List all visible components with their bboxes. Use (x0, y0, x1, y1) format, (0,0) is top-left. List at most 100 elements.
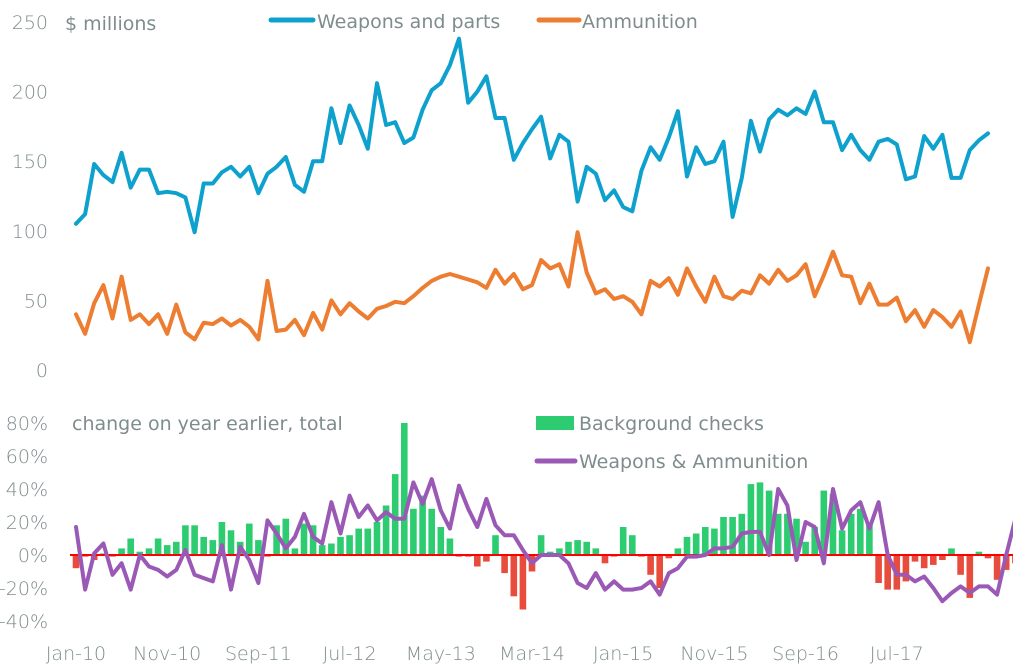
background-checks-bar (820, 490, 828, 555)
x-tick-label: Nov-15 (680, 643, 748, 665)
background-checks-bar (182, 525, 189, 555)
top-y-tick: 50 (24, 290, 48, 312)
background-checks-bar (419, 495, 426, 555)
background-checks-bar (683, 536, 691, 555)
bottom-y-tick: 80% (6, 413, 48, 435)
background-checks-bar (692, 533, 700, 555)
background-checks-bar (191, 525, 198, 555)
background-checks-bar (145, 548, 153, 555)
background-checks-bar (939, 555, 946, 560)
background-checks-bar (483, 555, 490, 562)
background-checks-bar (556, 548, 563, 555)
background-checks-bar (318, 545, 326, 555)
x-tick-label: Jan-10 (46, 643, 106, 665)
background-checks-bar (255, 540, 262, 555)
background-checks-bar (957, 555, 964, 575)
background-checks-bar (756, 482, 764, 555)
background-checks-bar (328, 543, 335, 555)
legend-ammunition-label: Ammunition (582, 11, 698, 33)
x-axis: Jan-10 Nov-10 Sep-11 Jul-12 May-13 Mar-14 Jan-… (46, 643, 924, 665)
bottom-y-tick: 0% (18, 545, 48, 567)
background-checks-bar (966, 555, 974, 598)
background-checks-bar (875, 555, 882, 583)
background-checks-bar (410, 508, 417, 555)
top-y-tick: 250 (12, 12, 48, 34)
background-checks-bar (163, 545, 171, 555)
background-checks-bar (948, 548, 955, 555)
background-checks-bar (355, 528, 362, 555)
x-tick-label: Sep-16 (772, 643, 839, 665)
background-checks-bar (583, 541, 590, 555)
background-checks-bar (474, 555, 481, 567)
background-checks-bar (984, 555, 992, 559)
bottom-legend: Background checks Weapons & Ammunition (534, 413, 808, 473)
background-checks-bar (993, 555, 1001, 580)
background-checks-bar (154, 538, 162, 555)
weapons-ammunition-change-line (74, 477, 1013, 604)
background-checks-bar (401, 423, 408, 555)
background-checks-bar (857, 508, 864, 555)
background-checks-bar (911, 555, 919, 562)
background-checks-bar (656, 555, 663, 588)
background-checks-bar (346, 535, 353, 555)
background-checks-bar (273, 525, 280, 555)
background-checks-bar (492, 535, 499, 555)
background-checks-bar (665, 555, 673, 559)
background-checks-bar (592, 548, 600, 555)
top-y-tick: 150 (12, 151, 48, 173)
bottom-y-tick: -20% (0, 578, 48, 600)
background-checks-bar (784, 513, 791, 556)
bottom-line (74, 477, 1013, 604)
legend-background-checks-swatch (536, 416, 574, 430)
background-checks-bar (173, 541, 180, 555)
background-checks-bar (720, 517, 727, 555)
background-checks-bar (373, 522, 381, 555)
x-tick-label: Nov-10 (133, 643, 201, 665)
bottom-y-tick: 20% (6, 512, 48, 534)
x-tick-label: Mar-14 (499, 643, 565, 665)
background-checks-bar (291, 548, 299, 555)
background-checks-bar (793, 518, 800, 555)
background-checks-bar (127, 538, 134, 555)
legend-weapons-ammunition-label: Weapons & Ammunition (579, 451, 808, 473)
top-y-tick: 100 (12, 221, 48, 243)
background-checks-bar (647, 555, 654, 575)
weapons-and-parts-line (74, 36, 990, 235)
background-checks-bar (519, 555, 527, 610)
background-checks-bar (729, 517, 736, 555)
background-checks-bar (218, 522, 226, 555)
x-tick-label: May-13 (406, 643, 476, 665)
background-checks-bar (437, 527, 445, 555)
background-checks-bar (300, 523, 308, 555)
background-checks-bar (337, 536, 344, 555)
background-checks-bar (765, 490, 773, 555)
background-checks-bar (811, 527, 818, 555)
background-checks-bar (428, 508, 435, 555)
background-checks-bar (209, 540, 217, 555)
top-legend: Weapons and parts Ammunition (268, 11, 698, 33)
background-checks-bar (391, 474, 399, 555)
background-checks-bar (72, 555, 80, 569)
background-checks-bar (902, 555, 910, 582)
background-checks-bar (829, 493, 837, 555)
background-checks-bar (747, 484, 755, 555)
legend-weapons-label: Weapons and parts (317, 11, 500, 33)
bottom-y-tick: 60% (6, 446, 48, 468)
background-checks-bar (227, 530, 235, 556)
x-tick-label: Jul-17 (870, 643, 924, 665)
top-unit-label: $ millions (65, 13, 156, 35)
background-checks-bar (930, 555, 937, 565)
background-checks-bar (802, 541, 809, 555)
background-checks-bar (884, 555, 891, 590)
background-checks-bar (674, 548, 682, 555)
top-y-axis: 0 50 100 150 200 250 (12, 12, 48, 382)
background-checks-bar (774, 513, 782, 556)
background-checks-bar (282, 518, 290, 555)
background-checks-bar (364, 528, 372, 555)
background-checks-bar (866, 525, 873, 555)
top-y-tick: 0 (36, 360, 48, 382)
background-checks-bar (246, 523, 253, 555)
ammunition-line (74, 230, 990, 345)
top-y-tick: 200 (12, 82, 48, 104)
background-checks-bar (847, 513, 855, 556)
